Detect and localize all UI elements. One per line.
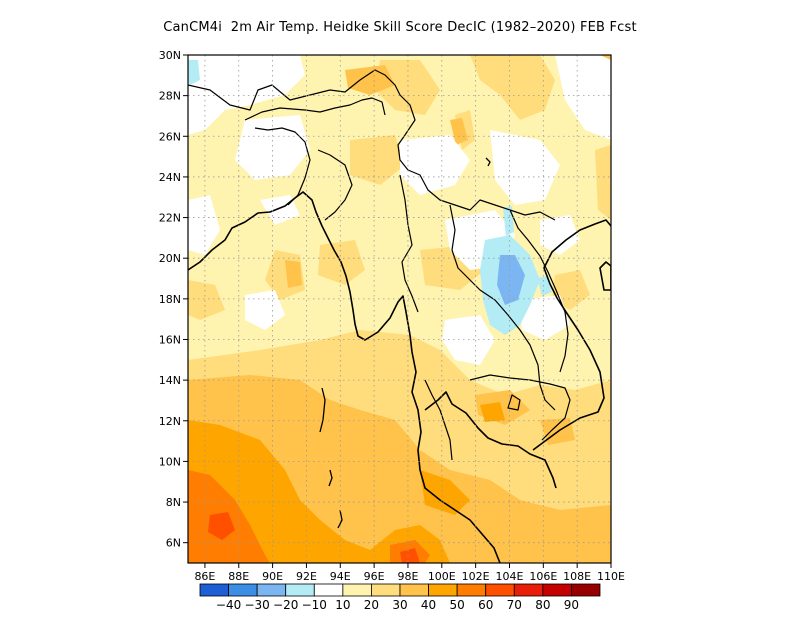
lon-tick-label: 102E — [462, 570, 490, 583]
coastline-hainan — [599, 261, 611, 291]
colorbar-label: 50 — [450, 598, 465, 612]
colorbar-swatch — [485, 583, 515, 597]
lat-tick-label: 12N — [159, 415, 181, 428]
border-bangladesh — [254, 127, 311, 206]
lat-tick-label: 26N — [159, 130, 181, 143]
colorbar-swatch — [371, 583, 401, 597]
lat-tick-label: 6N — [166, 537, 181, 550]
lon-tick-label: 92E — [296, 570, 317, 583]
colorbar-label: 30 — [392, 598, 407, 612]
inland-lake-marker — [485, 157, 491, 167]
colorbar-swatch — [285, 583, 315, 597]
nicobar-islands-south — [337, 509, 343, 529]
latitude-axis: 30N 28N 26N 24N 22N 20N 18N 16N 14N 12N 10N 8N 6N — [159, 49, 188, 550]
field-band-near-zero — [188, 55, 611, 365]
andaman-nicobar-islands — [319, 157, 491, 529]
lon-tick-label: 100E — [428, 570, 456, 583]
lat-tick-label: 16N — [159, 333, 181, 346]
colorbar-swatch — [571, 583, 601, 597]
colorbar-swatch — [513, 583, 544, 597]
lon-tick-label: 90E — [262, 570, 283, 583]
border-north — [188, 69, 556, 221]
colorbar-label: −40 — [216, 598, 241, 612]
tonle-sap-lake — [507, 394, 521, 411]
border-india-myanmar — [317, 149, 353, 221]
lat-tick-label: 8N — [166, 496, 181, 509]
field-band-60-70 — [208, 512, 420, 563]
lat-tick-label: 24N — [159, 171, 181, 184]
nicobar-islands-north — [328, 469, 333, 487]
colorbar-label: −10 — [302, 598, 327, 612]
colorbar-swatch — [542, 583, 572, 597]
lon-tick-label: 106E — [529, 570, 557, 583]
colorbar-swatch — [313, 583, 344, 597]
colorbar-swatch — [256, 583, 287, 597]
colorbar-swatch — [199, 583, 229, 597]
lon-tick-label: 104E — [496, 570, 524, 583]
andaman-islands — [319, 387, 326, 433]
lat-tick-label: 20N — [159, 252, 181, 265]
lon-tick-label: 108E — [563, 570, 591, 583]
colorbar-label: −20 — [273, 598, 298, 612]
map-title: CanCM4i 2m Air Temp. Heidke Skill Score … — [163, 20, 637, 35]
colorbar-label: 40 — [421, 598, 436, 612]
colorbar-swatch — [342, 583, 372, 597]
field-band-40-50 — [188, 402, 505, 563]
colorbar-label: 10 — [335, 598, 350, 612]
lat-tick-label: 28N — [159, 90, 181, 103]
longitude-axis: 86E 88E 90E 92E 94E 96E 98E 100E 102E 104E 106E 108… — [194, 563, 625, 583]
colorbar-swatch — [228, 583, 258, 597]
colorbar-label: 60 — [478, 598, 493, 612]
lat-tick-label: 10N — [159, 455, 181, 468]
lat-tick-label: 18N — [159, 293, 181, 306]
border-cambodia — [469, 374, 571, 441]
lat-tick-label: 14N — [159, 374, 181, 387]
colorbar-label: 20 — [364, 598, 379, 612]
border-laos-vietnam — [509, 209, 569, 373]
colorbar: −40 −30 −20 −10 10 20 30 40 50 60 70 80 90 — [199, 583, 601, 612]
map-frame — [187, 54, 612, 564]
country-borders — [188, 69, 571, 461]
lon-tick-label: 96E — [364, 570, 385, 583]
colorbar-label: −30 — [244, 598, 269, 612]
colorbar-label: 80 — [535, 598, 550, 612]
lon-tick-label: 110E — [597, 570, 625, 583]
lat-tick-label: 30N — [159, 49, 181, 62]
border-thai-peninsula — [424, 379, 453, 461]
border-myanmar-thailand — [399, 174, 419, 313]
colorbar-swatch — [428, 583, 458, 597]
lat-tick-label: 22N — [159, 212, 181, 225]
lon-tick-label: 88E — [228, 570, 249, 583]
coastline-gulf-of-thailand — [424, 391, 557, 489]
border-bhutan-assam — [244, 97, 386, 121]
colorbar-swatch — [399, 583, 429, 597]
colorbar-label: 70 — [507, 598, 522, 612]
lon-tick-label: 94E — [330, 570, 351, 583]
colorbar-swatch — [456, 583, 487, 597]
colorbar-label: 90 — [564, 598, 579, 612]
graticule — [188, 55, 611, 563]
lon-tick-label: 86E — [194, 570, 215, 583]
lon-tick-label: 98E — [397, 570, 418, 583]
skill-score-field — [188, 55, 611, 563]
coastline-bay-of-bengal-andaman — [188, 191, 501, 563]
